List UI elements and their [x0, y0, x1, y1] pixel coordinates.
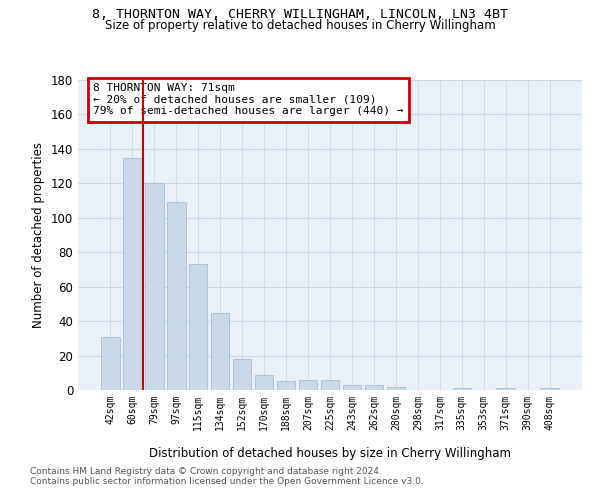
Bar — [277, 382, 295, 390]
Bar — [189, 264, 208, 390]
Bar — [541, 388, 559, 390]
Text: Distribution of detached houses by size in Cherry Willingham: Distribution of detached houses by size … — [149, 448, 511, 460]
Y-axis label: Number of detached properties: Number of detached properties — [32, 142, 45, 328]
Bar — [496, 388, 515, 390]
Text: Contains public sector information licensed under the Open Government Licence v3: Contains public sector information licen… — [30, 477, 424, 486]
Bar — [101, 336, 119, 390]
Bar — [167, 202, 185, 390]
Bar — [255, 374, 274, 390]
Text: Size of property relative to detached houses in Cherry Willingham: Size of property relative to detached ho… — [104, 18, 496, 32]
Text: Contains HM Land Registry data © Crown copyright and database right 2024.: Contains HM Land Registry data © Crown c… — [30, 467, 382, 476]
Bar — [123, 158, 142, 390]
Bar — [145, 184, 164, 390]
Bar — [233, 359, 251, 390]
Bar — [299, 380, 317, 390]
Bar — [365, 385, 383, 390]
Text: 8 THORNTON WAY: 71sqm
← 20% of detached houses are smaller (109)
79% of semi-det: 8 THORNTON WAY: 71sqm ← 20% of detached … — [93, 83, 404, 116]
Bar — [211, 312, 229, 390]
Text: 8, THORNTON WAY, CHERRY WILLINGHAM, LINCOLN, LN3 4BT: 8, THORNTON WAY, CHERRY WILLINGHAM, LINC… — [92, 8, 508, 20]
Bar — [343, 385, 361, 390]
Bar — [320, 380, 340, 390]
Bar — [452, 388, 471, 390]
Bar — [386, 386, 405, 390]
